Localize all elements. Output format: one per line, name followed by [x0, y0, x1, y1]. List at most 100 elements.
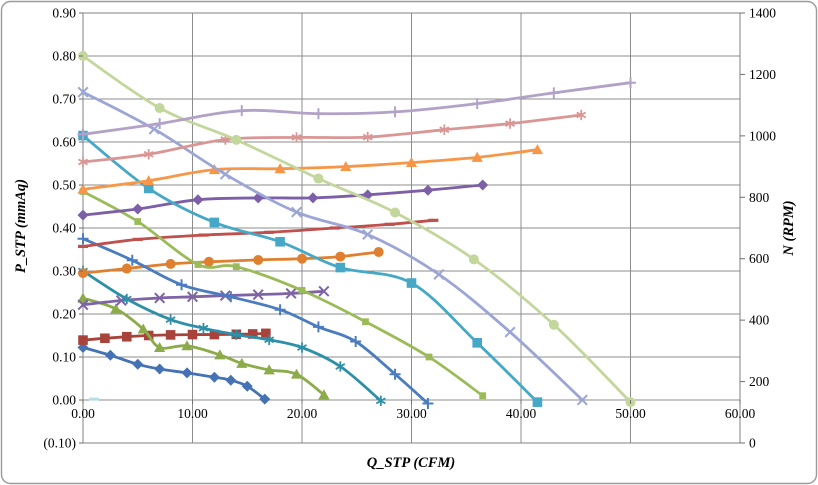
marker-plus	[389, 368, 401, 380]
marker-diamond	[181, 367, 193, 379]
marker-circle	[468, 254, 479, 265]
marker-square-small	[425, 353, 433, 361]
x-tick-label: 50.00	[615, 406, 646, 421]
marker-diamond	[154, 363, 166, 375]
series-fan4-rpm	[78, 218, 439, 249]
y-right-tick-label: 0	[749, 436, 756, 451]
marker-plus	[77, 128, 89, 140]
marker-square	[275, 236, 285, 247]
y-left-tick-label: 0.00	[52, 393, 76, 408]
series-line	[81, 148, 539, 191]
marker-x	[77, 299, 89, 311]
series-fan3-pressure	[78, 265, 386, 407]
marker-asterisk	[143, 149, 154, 160]
y-left-tick-label: 0.60	[52, 135, 76, 150]
marker-square	[165, 330, 176, 340]
marker-asterisk	[165, 314, 176, 325]
x-tick-label: 20.00	[287, 406, 318, 421]
y-left-tick-label: (0.10)	[43, 436, 76, 451]
axes-and-ticks: 0.90 0.80 0.70 0.60 0.50 0.40 0.30 0.20 0.10 0.00…	[43, 6, 776, 451]
marker-diamond	[477, 179, 489, 191]
marker-x	[318, 285, 330, 297]
marker-dash	[264, 230, 275, 234]
marker-x	[186, 291, 199, 303]
marker-circle	[313, 173, 324, 184]
marker-plus	[471, 98, 483, 110]
marker-square-small	[232, 263, 240, 271]
marker-plus	[548, 87, 560, 99]
y-right-tick-label: 800	[749, 190, 770, 205]
y-left-tick-label: 0.50	[52, 178, 76, 193]
marker-asterisk	[231, 329, 242, 340]
marker-circle	[297, 253, 307, 264]
series-line	[81, 296, 326, 397]
y-left-tick-label: 0.10	[52, 350, 76, 365]
marker-plus	[126, 254, 138, 266]
marker-circle	[78, 268, 88, 279]
marker-diamond	[104, 349, 116, 361]
marker-plus	[312, 108, 324, 120]
marker-x	[252, 289, 264, 301]
marker-plus	[312, 321, 324, 333]
series-line	[81, 113, 583, 164]
marker-triangle	[154, 341, 166, 353]
y-right-tick-label: 200	[749, 374, 770, 389]
marker-x	[154, 292, 166, 304]
series-fan7-rpm	[78, 109, 587, 168]
marker-triangle	[274, 163, 286, 174]
x-tick-label: 30.00	[396, 406, 427, 421]
marker-triangle	[236, 357, 248, 368]
marker-square	[187, 329, 198, 340]
marker-dash	[329, 226, 340, 230]
y-right-tick-label: 1000	[749, 128, 776, 143]
marker-square-small	[134, 218, 142, 225]
marker-square	[472, 338, 482, 348]
marker-triangle	[405, 156, 418, 168]
marker-triangle	[290, 368, 303, 379]
series-fan2-pressure	[77, 292, 330, 400]
marker-asterisk	[375, 395, 386, 407]
y-left-tick-label: 0.30	[52, 264, 76, 279]
marker-triangle	[318, 389, 330, 400]
marker-diamond	[132, 203, 144, 215]
marker-x	[77, 86, 89, 98]
y-left-tick-label: 0.40	[52, 221, 76, 236]
marker-triangle	[531, 144, 544, 155]
y-right-tick-label: 400	[749, 313, 770, 328]
marker-diamond	[208, 371, 220, 383]
marker-circle	[390, 207, 401, 218]
marker-circle	[165, 258, 176, 269]
series-fan8-rpm	[77, 77, 636, 140]
marker-asterisk	[297, 342, 307, 353]
marker-circle	[253, 254, 264, 265]
marker-triangle	[340, 160, 352, 172]
marker-triangle	[77, 292, 89, 303]
marker-x	[285, 287, 297, 299]
marker-dash	[428, 218, 439, 222]
y-right-tick-label: 1200	[749, 67, 776, 82]
marker-square-small	[362, 318, 369, 326]
marker-square	[247, 329, 258, 339]
marker-triangle	[214, 349, 226, 360]
marker-x	[504, 326, 516, 338]
marker-square	[406, 278, 417, 288]
marker-triangle	[471, 151, 483, 162]
marker-x	[433, 268, 445, 280]
marker-diamond	[422, 184, 434, 196]
marker-diamond	[132, 358, 144, 370]
marker-asterisk	[291, 132, 302, 143]
marker-dash	[198, 233, 209, 237]
marker-circle	[203, 256, 214, 267]
stray-marker	[88, 397, 99, 401]
marker-diamond	[307, 192, 319, 204]
y-left-axis-title: P_STP (mmAq)	[13, 179, 29, 273]
marker-circle	[121, 263, 132, 274]
series-fan3-rpm	[78, 246, 384, 279]
marker-asterisk	[121, 293, 132, 305]
y-right-tick-label: 600	[749, 251, 770, 266]
x-tick-label: 10.00	[177, 406, 208, 421]
marker-triangle	[143, 175, 155, 186]
marker-square	[209, 217, 220, 228]
series-line	[81, 332, 268, 342]
